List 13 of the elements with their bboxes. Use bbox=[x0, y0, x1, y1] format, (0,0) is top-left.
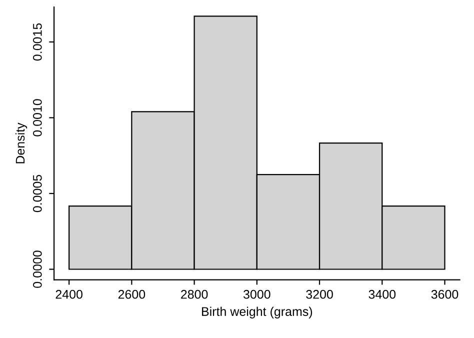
x-axis-title: Birth weight (grams) bbox=[202, 306, 312, 318]
x-tick-label: 2600 bbox=[118, 290, 146, 299]
x-tick-label: 3000 bbox=[243, 290, 270, 299]
y-tick-label: 0.0000 bbox=[32, 250, 42, 288]
x-tick-label: 3400 bbox=[368, 290, 396, 299]
x-tick-label: 3200 bbox=[306, 290, 333, 299]
y-tick-label: 0.0005 bbox=[32, 174, 42, 212]
x-tick-label: 2800 bbox=[181, 290, 208, 299]
y-tick-label: 0.0010 bbox=[32, 99, 42, 136]
x-tick-label: 2400 bbox=[56, 290, 82, 299]
y-tick-label: 0.0015 bbox=[32, 23, 42, 61]
y-axis-title: Density bbox=[15, 122, 28, 164]
x-tick-label: 3600 bbox=[431, 290, 458, 299]
